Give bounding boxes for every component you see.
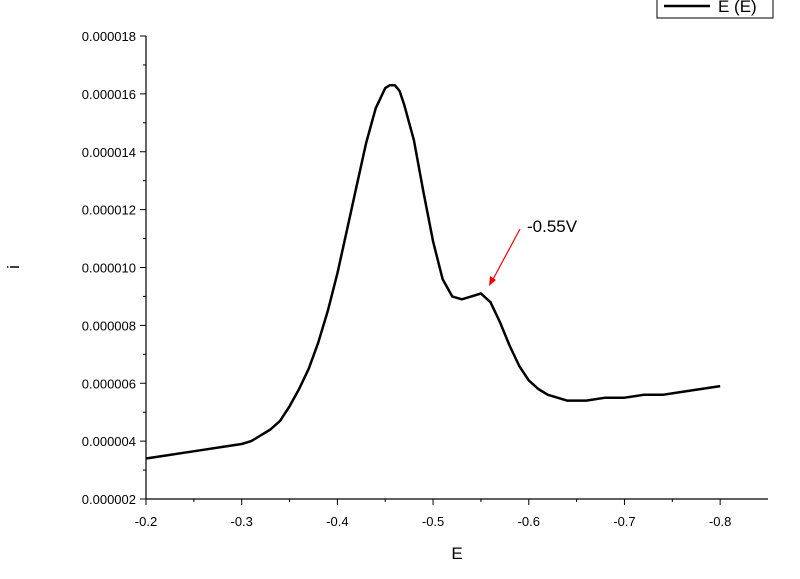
y-axis-ticks: 0.000002 0.000004 0.000006 0.000008 0.000010… <box>82 29 146 507</box>
y-tick-label: 0.000004 <box>82 434 136 449</box>
y-tick-label: 0.000012 <box>82 203 136 218</box>
annotation-label: -0.55V <box>527 217 578 236</box>
series-line <box>145 83 721 460</box>
y-tick-label: 0.000018 <box>82 29 136 44</box>
peak-annotation: -0.55V <box>489 217 578 286</box>
legend-box <box>656 0 774 19</box>
annotation-arrow-line <box>490 228 521 284</box>
y-tick-label: 0.000010 <box>82 261 136 276</box>
y-tick-label: 0.000016 <box>82 87 136 102</box>
y-tick-label: 0.000008 <box>82 318 136 333</box>
x-tick-label: -0.4 <box>326 514 348 529</box>
x-axis-title: E <box>451 544 462 563</box>
x-tick-label: -0.5 <box>422 514 444 529</box>
y-tick-label: 0.000002 <box>82 492 136 507</box>
y-tick-label: 0.000014 <box>82 145 136 160</box>
legend-entry-label: E (E) <box>718 0 757 16</box>
x-tick-label: -0.7 <box>613 514 635 529</box>
x-tick-label: -0.3 <box>230 514 252 529</box>
plot-area <box>145 36 768 500</box>
annotation-arrowhead <box>489 276 496 286</box>
y-tick-label: 0.000006 <box>82 376 136 391</box>
x-tick-label: -0.2 <box>135 514 157 529</box>
x-tick-label: -0.8 <box>709 514 731 529</box>
x-tick-label: -0.6 <box>518 514 540 529</box>
x-axis-ticks: -0.2 -0.3 -0.4 -0.5 -0.6 -0.7 -0.8 <box>135 499 731 529</box>
legend: E (E) <box>656 0 774 19</box>
y-axis-title: i <box>4 265 23 269</box>
